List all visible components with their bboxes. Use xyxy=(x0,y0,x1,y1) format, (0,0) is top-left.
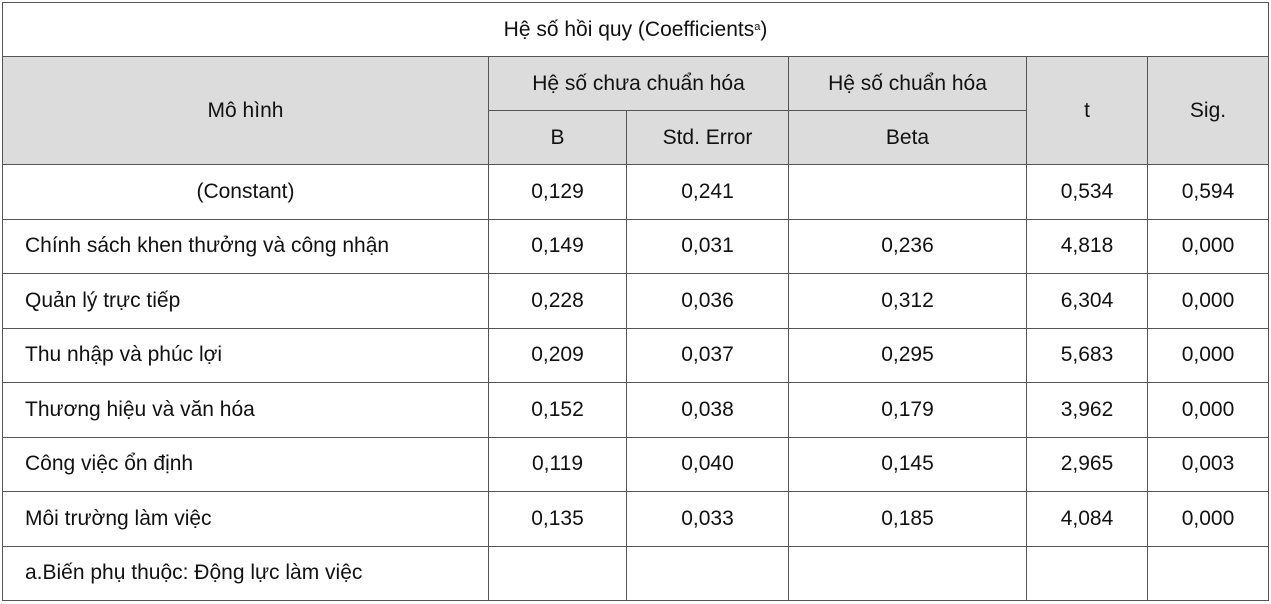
data-row: Quản lý trực tiếp 0,228 0,036 0,312 6,304 0,0… xyxy=(2,273,1270,329)
value-cell: 0,031 xyxy=(626,218,789,274)
value-cell: 0,000 xyxy=(1146,273,1270,329)
data-row: Môi trường làm việc 0,135 0,033 0,185 4,084 0… xyxy=(2,491,1270,547)
header-cell: t xyxy=(1026,56,1148,165)
empty-cell xyxy=(788,545,1027,601)
data-row: Công việc ổn định 0,119 0,040 0,145 2,965 0,0… xyxy=(2,436,1270,492)
value-cell: 0,241 xyxy=(626,164,789,220)
header-cell: Hệ số chưa chuẩn hóa xyxy=(488,56,789,111)
empty-cell xyxy=(488,545,627,601)
data-row: (Constant) 0,129 0,241 0,534 0,594 xyxy=(2,164,1270,220)
title-cell: Hệ số hồi quy (Coefficientsa) xyxy=(1,2,1270,57)
value-cell: 2,965 xyxy=(1026,436,1148,492)
row-label: Môi trường làm việc xyxy=(2,491,489,547)
value-cell: 0,236 xyxy=(788,218,1027,274)
value-cell: 0,036 xyxy=(626,273,789,329)
footnote: a.Biến phụ thuộc: Động lực làm việc xyxy=(2,545,489,601)
row-label: Công việc ổn định xyxy=(2,436,489,492)
value-cell: 4,084 xyxy=(1026,491,1148,547)
value-cell: 0,149 xyxy=(488,218,627,274)
value-cell: 0,003 xyxy=(1146,436,1270,492)
value-cell: 0,152 xyxy=(488,382,627,438)
title-row: Hệ số hồi quy (Coefficientsa) xyxy=(1,2,1270,57)
value-cell: 0,145 xyxy=(788,436,1027,492)
title: Hệ số hồi quy (Coefficients xyxy=(503,17,755,41)
header-cell: Hệ số chuẩn hóa xyxy=(788,56,1027,111)
data-row: Thu nhập và phúc lợi 0,209 0,037 0,295 5,683… xyxy=(2,327,1270,383)
header-cell: Mô hình xyxy=(2,56,489,165)
data-row: Thương hiệu và văn hóa 0,152 0,038 0,179 3,9… xyxy=(2,382,1270,438)
title-superscript: a xyxy=(754,20,761,33)
value-cell: 0,534 xyxy=(1026,164,1148,220)
value-cell: 0,038 xyxy=(626,382,789,438)
value-cell: 0,312 xyxy=(788,273,1027,329)
value-cell xyxy=(788,164,1027,220)
row-label: Thu nhập và phúc lợi xyxy=(2,327,489,383)
value-cell: 0,000 xyxy=(1146,218,1270,274)
value-cell: 0,185 xyxy=(788,491,1027,547)
value-cell: 0,000 xyxy=(1146,491,1270,547)
value-cell: 0,179 xyxy=(788,382,1027,438)
value-cell: 0,119 xyxy=(488,436,627,492)
empty-cell xyxy=(1026,545,1148,601)
value-cell: 4,818 xyxy=(1026,218,1148,274)
row-label: Thương hiệu và văn hóa xyxy=(2,382,489,438)
subheader-row: B Std. Error Beta xyxy=(3,110,1269,165)
row-label: Chính sách khen thưởng và công nhận xyxy=(2,218,489,274)
value-cell: 0,037 xyxy=(626,327,789,383)
empty-cell xyxy=(1146,545,1270,601)
data-row: Chính sách khen thưởng và công nhận 0,149… xyxy=(2,218,1270,274)
footnote-row: a.Biến phụ thuộc: Động lực làm việc xyxy=(2,545,1270,601)
value-cell: 0,135 xyxy=(488,491,627,547)
value-cell: 6,304 xyxy=(1026,273,1148,329)
value-cell: 5,683 xyxy=(1026,327,1148,383)
header-cell: B xyxy=(488,110,627,165)
value-cell: 0,033 xyxy=(626,491,789,547)
value-cell: 0,129 xyxy=(488,164,627,220)
value-cell: 0,040 xyxy=(626,436,789,492)
value-cell: 0,209 xyxy=(488,327,627,383)
value-cell: 0,295 xyxy=(788,327,1027,383)
value-cell: 0,000 xyxy=(1146,382,1270,438)
row-label: Quản lý trực tiếp xyxy=(2,273,489,329)
value-cell: 0,000 xyxy=(1146,327,1270,383)
value-cell: 3,962 xyxy=(1026,382,1148,438)
row-label: (Constant) xyxy=(2,164,489,220)
value-cell: 0,228 xyxy=(488,273,627,329)
title-suffix: ) xyxy=(760,17,768,41)
header-cell: Sig. xyxy=(1146,56,1270,165)
header-cell: Beta xyxy=(788,110,1027,165)
header-row: Mô hình Hệ số chưa chuẩn hóa Hệ số chuẩn… xyxy=(2,56,1270,165)
header-cell: Std. Error xyxy=(626,110,789,165)
value-cell: 0,594 xyxy=(1146,164,1270,220)
empty-cell xyxy=(626,545,789,601)
